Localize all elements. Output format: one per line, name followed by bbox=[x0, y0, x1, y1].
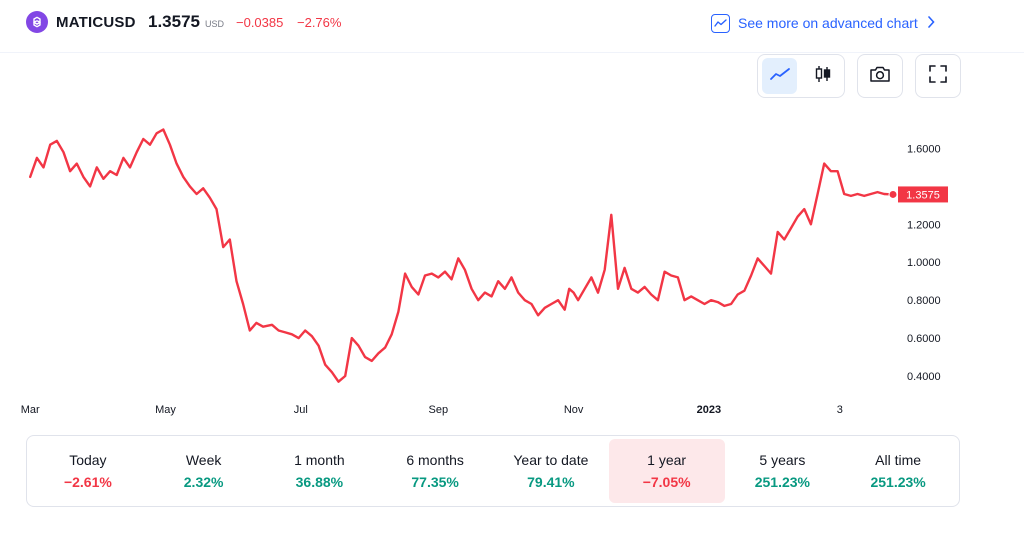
polygon-logo-icon bbox=[26, 11, 48, 33]
y-tick-label: 0.4000 bbox=[907, 371, 941, 383]
price-chart[interactable]: 1.6000 1.2000 1.0000 0.8000 0.6000 0.4000 Mar M… bbox=[0, 110, 1024, 420]
period-6-months[interactable]: 6 months 77.35% bbox=[377, 439, 493, 503]
period-value: −2.61% bbox=[63, 474, 112, 490]
period-label: Today bbox=[69, 452, 107, 468]
x-tick-label: May bbox=[155, 404, 176, 416]
period-label: 5 years bbox=[759, 452, 806, 468]
period-value: 77.35% bbox=[411, 474, 459, 490]
currency-label: USD bbox=[205, 19, 225, 29]
period-value: 36.88% bbox=[295, 474, 344, 490]
period-label: 6 months bbox=[406, 452, 464, 468]
period-label: Year to date bbox=[513, 452, 589, 468]
period-label: Week bbox=[185, 452, 222, 468]
fullscreen-icon bbox=[928, 64, 948, 89]
last-value-label: 1.3575 bbox=[906, 189, 940, 201]
candlestick-button[interactable] bbox=[805, 58, 840, 94]
x-tick-label: Mar bbox=[21, 404, 40, 416]
candlestick-icon bbox=[814, 64, 832, 89]
header-divider bbox=[0, 52, 1024, 53]
period-value: 2.32% bbox=[183, 474, 224, 490]
period-label: 1 month bbox=[294, 452, 345, 468]
period-year-to-date[interactable]: Year to date 79.41% bbox=[493, 439, 609, 503]
chart-line-icon bbox=[711, 13, 730, 33]
x-tick-label: 3 bbox=[837, 404, 843, 416]
period-value: 251.23% bbox=[754, 474, 811, 490]
x-tick-label: Sep bbox=[429, 404, 449, 416]
price-change: −0.0385 bbox=[236, 15, 284, 30]
period-all-time[interactable]: All time 251.23% bbox=[840, 439, 956, 503]
line-chart-button[interactable] bbox=[762, 58, 797, 94]
chart-style-toggle bbox=[757, 54, 845, 98]
advanced-chart-link[interactable]: See more on advanced chart bbox=[711, 12, 935, 34]
period-1-month[interactable]: 1 month 36.88% bbox=[262, 439, 378, 503]
period-label: All time bbox=[875, 452, 922, 468]
y-tick-label: 1.0000 bbox=[907, 257, 941, 269]
last-price: 1.3575 bbox=[148, 12, 200, 31]
x-tick-label: 2023 bbox=[697, 404, 721, 416]
period-value: 251.23% bbox=[870, 474, 926, 490]
advanced-chart-link-text: See more on advanced chart bbox=[738, 15, 918, 31]
price-line bbox=[29, 128, 895, 383]
x-tick-label: Nov bbox=[564, 404, 584, 416]
performance-periods: Today −2.61% Week 2.32% 1 month 36.88% 6… bbox=[26, 435, 960, 507]
chevron-right-icon bbox=[927, 15, 935, 31]
last-value-badge bbox=[898, 186, 948, 203]
y-tick-label: 0.6000 bbox=[907, 333, 941, 345]
period-label: 1 year bbox=[647, 452, 687, 468]
y-tick-label: 1.2000 bbox=[907, 219, 941, 231]
line-chart-icon bbox=[769, 66, 791, 87]
period-today[interactable]: Today −2.61% bbox=[30, 439, 146, 503]
camera-icon bbox=[869, 65, 891, 88]
y-tick-label: 0.8000 bbox=[907, 295, 941, 307]
fullscreen-button[interactable] bbox=[920, 58, 956, 94]
period-1-year[interactable]: 1 year −7.05% bbox=[608, 439, 725, 503]
period-value: 79.41% bbox=[527, 474, 575, 490]
period-value: −7.05% bbox=[642, 474, 691, 490]
last-point-marker bbox=[888, 189, 898, 199]
price-change-percent: −2.76% bbox=[297, 15, 342, 30]
symbol-name: MATICUSD bbox=[56, 14, 136, 31]
fullscreen-group bbox=[915, 54, 961, 98]
y-tick-label: 1.6000 bbox=[907, 143, 941, 155]
period-5-years[interactable]: 5 years 251.23% bbox=[725, 439, 841, 503]
period-week[interactable]: Week 2.32% bbox=[146, 439, 262, 503]
screenshot-group bbox=[857, 54, 903, 98]
screenshot-button[interactable] bbox=[862, 58, 898, 94]
symbol-header: MATICUSD 1.3575 USD −0.0385 −2.76% See m… bbox=[0, 0, 1024, 48]
x-tick-label: Jul bbox=[294, 404, 308, 416]
